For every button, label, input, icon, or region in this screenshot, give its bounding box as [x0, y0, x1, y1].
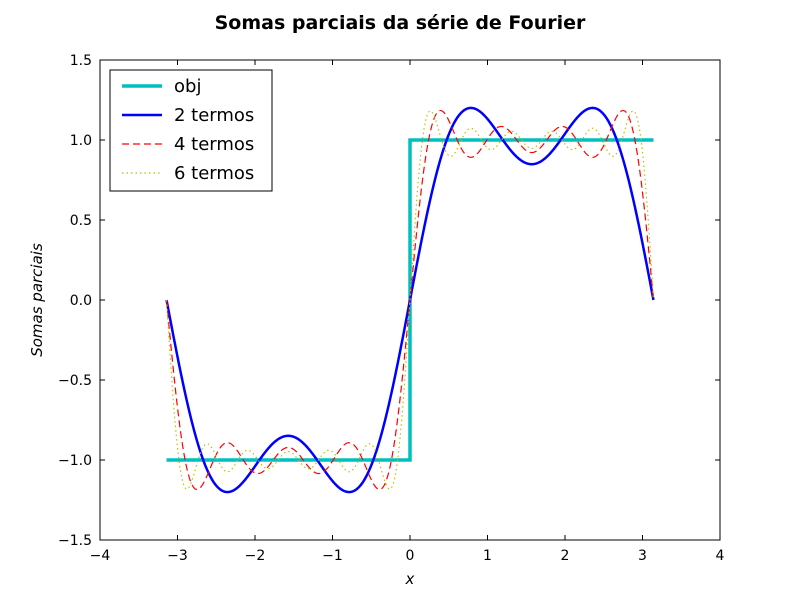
- x-tick-label: −2: [245, 548, 266, 564]
- legend-label: 6 termos: [174, 163, 254, 184]
- y-tick-label: 0.5: [70, 213, 92, 229]
- y-tick-label: −1.5: [58, 533, 92, 549]
- y-axis-ticks: −1.5 −1.0 −0.5 0.0 0.5 1.0 1.5: [58, 53, 720, 549]
- legend-label: 2 termos: [174, 105, 254, 126]
- legend-label: obj: [174, 76, 201, 97]
- chart-title: Somas parciais da série de Fourier: [215, 12, 586, 34]
- plot-area: [165, 106, 655, 494]
- y-tick-label: −1.0: [58, 453, 92, 469]
- x-tick-label: 2: [561, 548, 570, 564]
- x-axis-ticks: −4 −3 −2 −1 0 1 2 3 4: [90, 60, 725, 564]
- x-tick-label: 3: [638, 548, 647, 564]
- x-axis-label: x: [405, 570, 415, 588]
- legend: obj 2 termos 4 termos 6 termos: [109, 69, 273, 192]
- series-line-4-termos: [165, 109, 655, 491]
- y-axis-label: Somas parciais: [28, 243, 46, 357]
- x-tick-label: −1: [322, 548, 343, 564]
- x-tick-label: −4: [90, 548, 111, 564]
- y-tick-label: −0.5: [58, 373, 92, 389]
- x-tick-label: 1: [483, 548, 492, 564]
- legend-label: 4 termos: [174, 134, 254, 155]
- y-tick-label: 0.0: [70, 293, 92, 309]
- legend-box: [109, 69, 273, 192]
- y-tick-label: 1.0: [70, 133, 92, 149]
- x-tick-label: −3: [167, 548, 188, 564]
- y-tick-label: 1.5: [70, 53, 92, 69]
- x-tick-label: 0: [406, 548, 415, 564]
- x-tick-label: 4: [716, 548, 725, 564]
